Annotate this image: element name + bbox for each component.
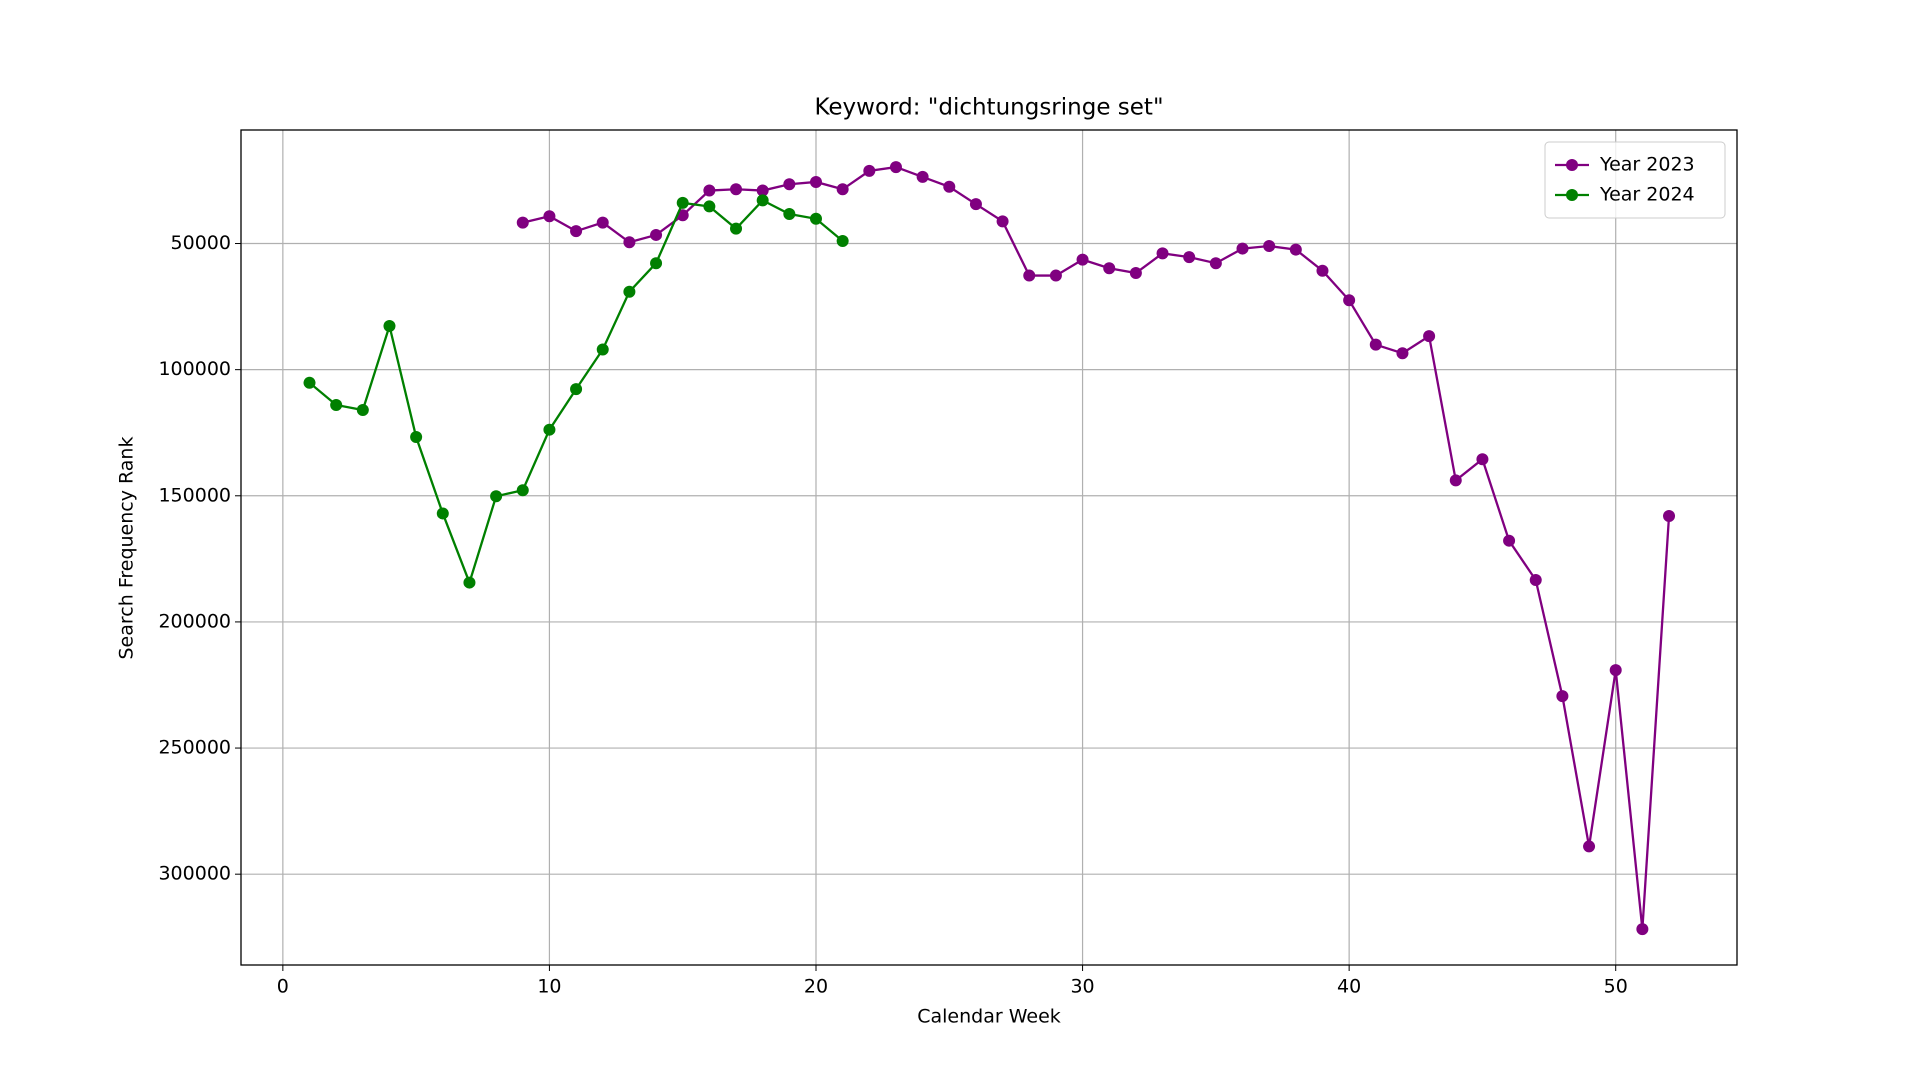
data-point — [703, 184, 716, 197]
data-point — [1556, 690, 1569, 703]
data-point — [623, 285, 636, 298]
data-point — [809, 175, 822, 188]
data-point — [1609, 664, 1622, 677]
legend-label: Year 2024 — [1599, 184, 1695, 206]
data-point — [809, 212, 822, 225]
legend-box — [1544, 141, 1726, 219]
data-point — [1476, 453, 1489, 466]
data-point — [943, 180, 956, 193]
data-point — [543, 210, 556, 223]
data-point — [1209, 257, 1222, 270]
data-point — [889, 161, 902, 174]
x-tick-label: 10 — [537, 976, 561, 998]
data-point — [969, 198, 982, 211]
data-point — [836, 183, 849, 196]
data-point — [570, 225, 583, 238]
data-point — [863, 164, 876, 177]
data-point — [596, 216, 609, 229]
x-tick-label: 40 — [1337, 976, 1361, 998]
data-point — [1103, 262, 1116, 275]
data-point — [783, 208, 796, 221]
data-point — [1503, 534, 1516, 547]
data-point — [516, 484, 529, 497]
data-point — [676, 196, 689, 209]
data-point — [1396, 347, 1409, 360]
data-point — [756, 184, 769, 197]
data-point — [410, 431, 423, 444]
data-point — [490, 490, 503, 503]
data-point — [730, 183, 743, 196]
data-point — [783, 178, 796, 191]
data-point — [1529, 574, 1542, 587]
x-tick-label: 20 — [804, 976, 828, 998]
data-point — [1583, 840, 1596, 853]
data-point — [1449, 474, 1462, 487]
data-point — [650, 228, 663, 241]
data-point — [1263, 240, 1276, 253]
data-point — [383, 320, 396, 333]
data-point — [623, 236, 636, 249]
x-tick-label: 50 — [1604, 976, 1628, 998]
data-point — [1289, 243, 1302, 256]
x-tick-label: 0 — [277, 976, 289, 998]
data-point — [836, 234, 849, 247]
data-point — [996, 215, 1009, 228]
data-point — [1316, 264, 1329, 277]
data-point — [1129, 267, 1142, 280]
series-line — [522, 165, 1671, 930]
data-point — [1156, 247, 1169, 260]
plot-frame — [240, 129, 1738, 966]
data-point — [1423, 330, 1436, 343]
data-point — [463, 576, 476, 589]
y-axis-label: Search Frequency Rank — [116, 437, 138, 660]
data-point — [436, 507, 449, 520]
data-point — [516, 216, 529, 229]
y-tick-label: 200000 — [158, 610, 231, 632]
data-point — [703, 200, 716, 213]
y-tick-label: 300000 — [158, 863, 231, 885]
data-point — [330, 398, 343, 411]
data-point — [1663, 509, 1676, 522]
data-point — [1183, 251, 1196, 264]
data-point — [1236, 242, 1249, 255]
y-tick-label: 250000 — [158, 737, 231, 759]
data-point — [756, 194, 769, 207]
data-point — [1343, 294, 1356, 307]
legend-marker — [1566, 159, 1578, 171]
x-axis-label: Calendar Week — [917, 1006, 1061, 1028]
data-point — [650, 257, 663, 270]
data-point — [1023, 269, 1036, 282]
data-point — [303, 376, 316, 389]
data-point — [356, 404, 369, 417]
data-point — [570, 383, 583, 396]
chart-title: Keyword: "dichtungsringe set" — [814, 95, 1163, 121]
data-point — [730, 222, 743, 235]
data-point — [543, 423, 556, 436]
data-point — [596, 343, 609, 356]
data-point — [1076, 253, 1089, 266]
x-tick-label: 30 — [1070, 976, 1094, 998]
data-point — [1049, 269, 1062, 282]
legend-marker — [1566, 189, 1578, 201]
data-point — [916, 170, 929, 183]
data-point — [1369, 338, 1382, 351]
y-tick-label: 50000 — [171, 232, 231, 254]
data-point — [1636, 923, 1649, 936]
legend-label: Year 2023 — [1599, 154, 1695, 176]
y-tick-label: 100000 — [158, 358, 231, 380]
y-tick-label: 150000 — [158, 484, 231, 506]
